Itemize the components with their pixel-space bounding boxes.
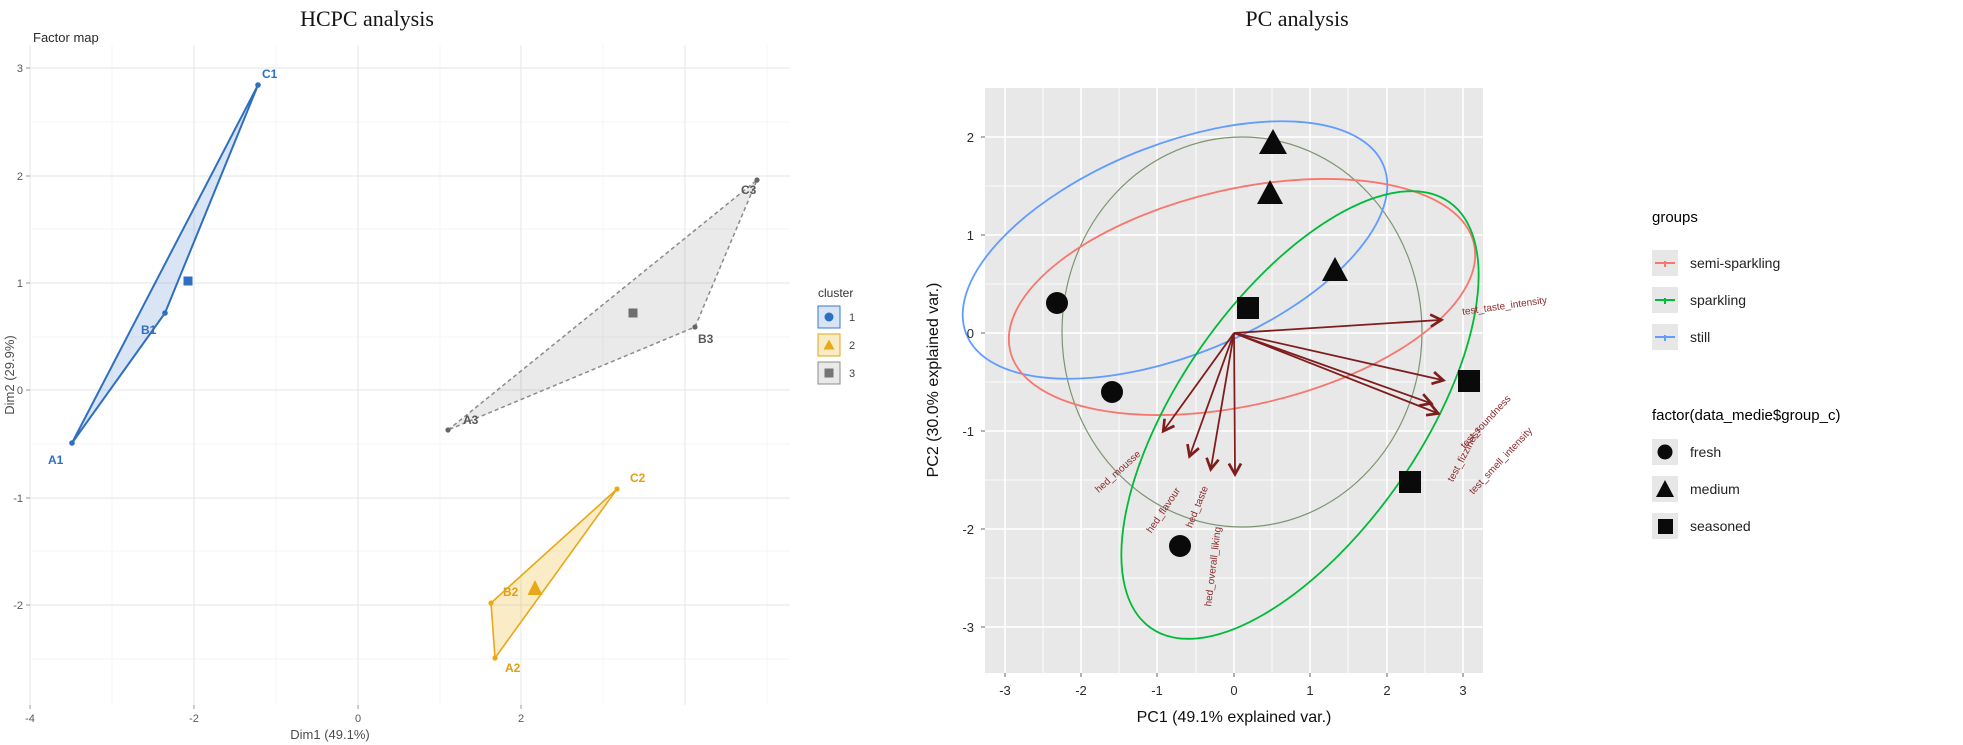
medium-key-icon	[1656, 480, 1674, 497]
overall-ellipse	[1061, 136, 1423, 528]
legend-label-cluster2: 2	[849, 340, 855, 352]
x-tick: 3	[1459, 683, 1466, 698]
legend-label-cluster3: 3	[849, 368, 855, 380]
factor-legend: factor(data_medie$group_c) fresh medium …	[1652, 407, 1840, 539]
x-tick: 2	[518, 713, 524, 725]
sparkling-ellipse	[1120, 190, 1480, 640]
y-tick: 3	[17, 63, 23, 75]
legend-label-semi-sparkling: semi-sparkling	[1690, 255, 1780, 271]
x-tick: -2	[189, 713, 199, 725]
x-tick: -1	[1151, 683, 1163, 698]
pca-xlabel: PC1 (49.1% explained var.)	[1137, 709, 1332, 726]
pca-y-ticks: 2 1 0 -1 -2 -3	[962, 130, 974, 635]
y-tick: -1	[962, 424, 974, 439]
point-label-c1: C1	[262, 67, 278, 81]
group-ellipses	[961, 120, 1480, 640]
y-tick: -2	[962, 522, 974, 537]
semi-sparkling-ellipse	[1007, 178, 1477, 416]
seasoned-point	[1237, 297, 1259, 319]
hcpc-xlabel: Dim1 (49.1%)	[290, 727, 369, 742]
seasoned-point	[1458, 370, 1480, 392]
point-label-c2: C2	[630, 471, 646, 485]
hcpc-title: HCPC analysis	[300, 6, 434, 31]
fresh-point	[1046, 292, 1068, 314]
still-ellipse	[961, 120, 1389, 380]
x-tick: -4	[25, 713, 35, 725]
pca-title: PC analysis	[1245, 6, 1348, 31]
point-label-a2: A2	[505, 661, 521, 675]
hcpc-subtitle: Factor map	[33, 30, 99, 45]
cluster3-key-icon	[824, 368, 834, 378]
y-tick: -3	[962, 620, 974, 635]
cluster1-key-icon	[824, 312, 834, 322]
medium-point	[1259, 129, 1287, 154]
point-label-a1: A1	[48, 453, 64, 467]
x-tick: 0	[1230, 683, 1237, 698]
fresh-point	[1101, 381, 1123, 403]
x-tick: 0	[355, 713, 361, 725]
legend-label-cluster1: 1	[849, 312, 855, 324]
y-tick: 0	[17, 385, 23, 397]
point-label-a3: A3	[463, 413, 479, 427]
legend-label-sparkling: sparkling	[1690, 292, 1746, 308]
legend-label-medium: medium	[1690, 481, 1740, 497]
x-tick: -3	[999, 683, 1011, 698]
fresh-point	[1169, 535, 1191, 557]
x-tick: -2	[1075, 683, 1087, 698]
hcpc-legend: cluster 1 2 3	[817, 286, 855, 385]
factor-legend-title: factor(data_medie$group_c)	[1652, 407, 1840, 424]
y-tick: 1	[17, 278, 23, 290]
fresh-key-icon	[1657, 444, 1673, 460]
legend-label-still: still	[1690, 329, 1710, 345]
y-tick: 2	[17, 171, 23, 183]
point-label-b2: B2	[503, 585, 519, 599]
medium-point	[1257, 180, 1283, 204]
legend-label-fresh: fresh	[1690, 444, 1721, 460]
cluster2-key-icon	[823, 339, 835, 350]
pca-points	[1046, 129, 1480, 557]
pca-x-ticks: -3 -2 -1 0 1 2 3	[999, 683, 1466, 698]
x-tick: 2	[1383, 683, 1390, 698]
medium-point	[1322, 257, 1348, 281]
cluster-3-centroid	[628, 308, 638, 318]
loading-arrows	[1164, 320, 1442, 473]
x-tick: 1	[1306, 683, 1313, 698]
hcpc-plot: HCPC analysis Factor map 3 2 1 0 -1 -2 -…	[2, 6, 855, 742]
point-label-b1: B1	[141, 323, 157, 337]
y-tick: -1	[13, 493, 23, 505]
hcpc-grid	[29, 45, 790, 705]
hcpc-y-ticks: 3 2 1 0 -1 -2	[13, 63, 23, 612]
hcpc-ylabel: Dim2 (29.9%)	[2, 335, 17, 414]
pca-ylabel: PC2 (30.0% explained var.)	[925, 283, 942, 478]
cluster-1-hull: A1 B1 C1	[48, 67, 278, 467]
point-label-c3: C3	[741, 183, 757, 197]
cluster-2-centroid	[527, 580, 543, 595]
pca-plot: PC analysis test_taste_intensity	[925, 6, 1840, 726]
hcpc-axis-ticks	[26, 67, 522, 709]
hcpc-legend-title: cluster	[818, 286, 853, 300]
point-label-b3: B3	[698, 332, 714, 346]
groups-legend: groups semi-sparkling sparkling still	[1652, 209, 1780, 350]
groups-legend-title: groups	[1652, 209, 1698, 226]
cluster-2-hull: B2 C2 A2	[488, 471, 646, 675]
y-tick: -2	[13, 600, 23, 612]
cluster-3-hull: A3 C3 B3	[445, 177, 760, 433]
seasoned-key-icon	[1658, 519, 1673, 534]
y-tick: 1	[967, 228, 974, 243]
y-tick: 2	[967, 130, 974, 145]
cluster-1-centroid	[183, 276, 193, 286]
seasoned-point	[1399, 471, 1421, 493]
y-tick: 0	[967, 326, 974, 341]
hcpc-x-ticks: -4 -2 0 2	[25, 713, 524, 725]
pca-axis-ticks	[981, 136, 1464, 677]
legend-label-seasoned: seasoned	[1690, 518, 1751, 534]
